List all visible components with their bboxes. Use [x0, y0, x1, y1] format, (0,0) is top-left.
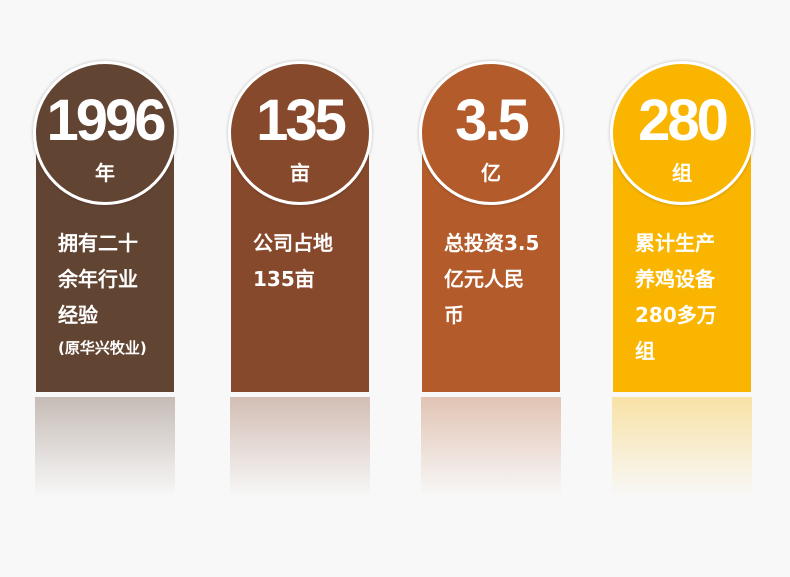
- stat-unit: 组: [672, 161, 692, 185]
- stat-note: (原华兴牧业): [58, 339, 147, 357]
- stat-number: 135: [256, 88, 347, 153]
- description-line: 拥有二十: [58, 231, 138, 255]
- card-reflection: [230, 397, 370, 497]
- stat-number: 280: [638, 88, 729, 153]
- stat-unit: 年: [95, 161, 115, 185]
- stat-unit: 亿: [481, 161, 501, 185]
- description-line: 币: [444, 303, 464, 327]
- card-reflection: [421, 397, 561, 497]
- description-line: 亿元人民: [444, 267, 524, 291]
- stat-description: 公司占地 135亩: [253, 225, 363, 297]
- description-line: 公司占地: [253, 231, 333, 255]
- stat-circle: 3.5 亿: [419, 61, 563, 205]
- stat-card: 公司占地 135亩 135 亩: [228, 0, 372, 577]
- stat-circle: 280 组: [610, 61, 754, 205]
- stat-unit: 亩: [290, 161, 310, 185]
- description-line: 经验: [58, 303, 98, 327]
- description-line: 组: [635, 339, 655, 363]
- card-reflection: [612, 397, 752, 497]
- card-reflection: [35, 397, 175, 497]
- description-line: 累计生产: [635, 231, 715, 255]
- stat-circle: 135 亩: [228, 61, 372, 205]
- stat-number: 1996: [46, 88, 166, 153]
- stat-card: 总投资3.5 亿元人民币 3.5 亿: [419, 0, 563, 577]
- description-line: 养鸡设备: [635, 267, 715, 291]
- description-line: 135亩: [253, 267, 315, 291]
- description-line: 280多万: [635, 303, 717, 327]
- stat-circle: 1996 年: [33, 61, 177, 205]
- stat-description: 累计生产养鸡设备 280多万组: [635, 225, 745, 369]
- description-line: 余年行业: [58, 267, 138, 291]
- stat-description: 拥有二十余年行业经验: [58, 225, 168, 333]
- stat-card: 累计生产 养鸡设备 280多万组 280 组: [610, 0, 754, 577]
- stat-description: 总投资3.5 亿元人民币: [444, 225, 554, 333]
- stat-card: 拥有二十余年行业经验 (原华兴牧业) 1996 年: [33, 0, 177, 577]
- stat-number: 3.5: [455, 88, 530, 153]
- description-line: 总投资3.5: [444, 231, 540, 255]
